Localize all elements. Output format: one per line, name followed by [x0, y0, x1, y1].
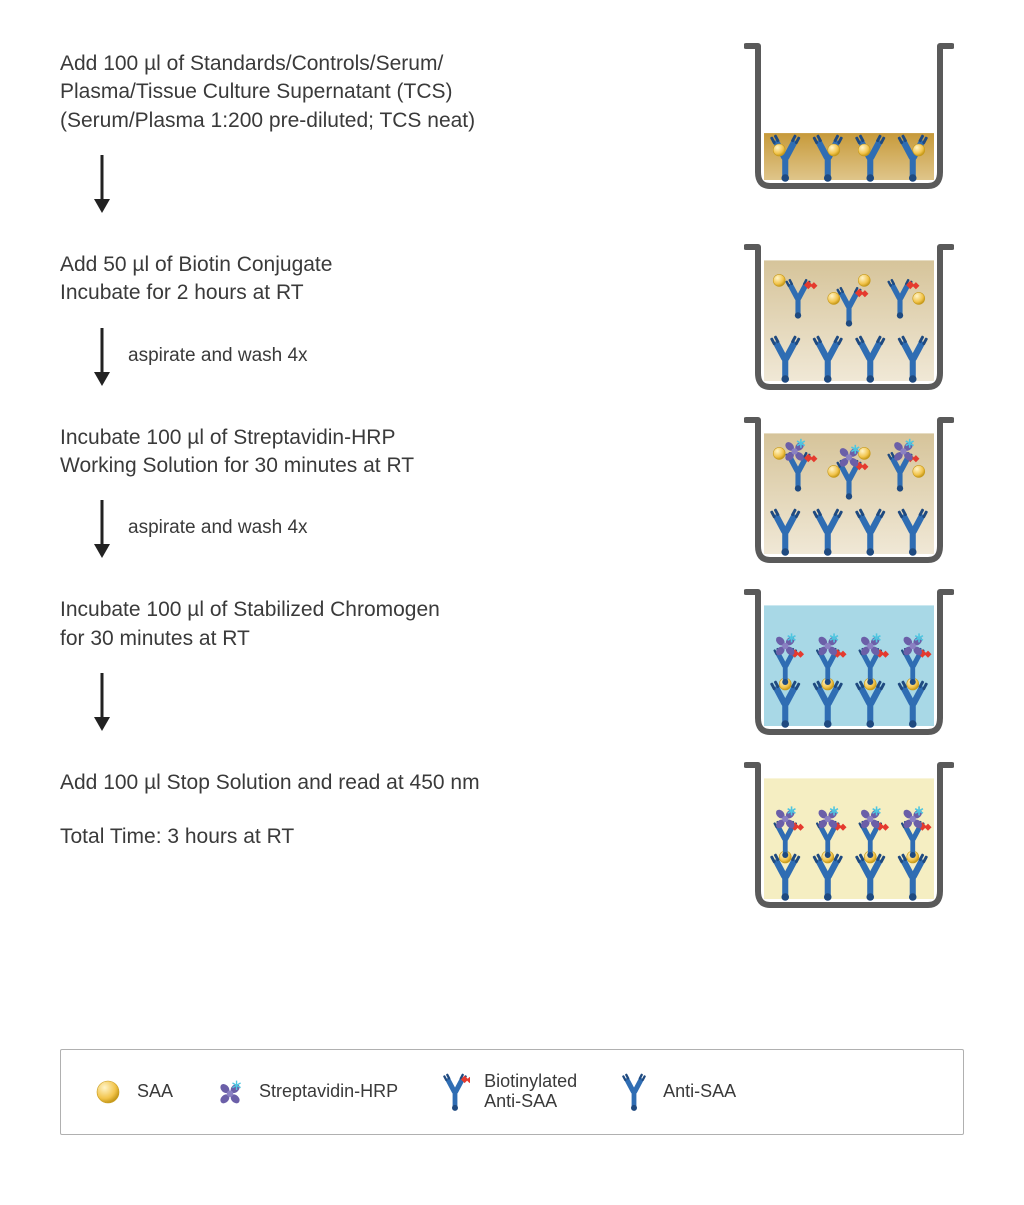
legend-biotin-label: Biotinylated Anti-SAA	[484, 1072, 577, 1112]
step-2: Add 50 µl of Biotin Conjugate Incubate f…	[60, 241, 964, 414]
well-3	[734, 414, 964, 564]
arrow-3-label: aspirate and wash 4x	[128, 517, 308, 539]
total-time: Total Time: 3 hours at RT	[60, 825, 694, 849]
step-3: Incubate 100 µl of Streptavidin-HRP Work…	[60, 414, 964, 587]
arrow-1	[90, 153, 694, 213]
step-1-text: Add 100 µl of Standards/Controls/Serum/ …	[60, 50, 694, 135]
legend-saa: SAA	[91, 1075, 173, 1109]
legend-anti: Anti-SAA	[617, 1075, 736, 1109]
legend-strep-label: Streptavidin-HRP	[259, 1082, 398, 1102]
step-4-text: Incubate 100 µl of Stabilized Chromogen …	[60, 596, 694, 653]
step-5-text: Add 100 µl Stop Solution and read at 450…	[60, 769, 694, 797]
arrow-2-label: aspirate and wash 4x	[128, 345, 308, 367]
arrow-2: aspirate and wash 4x	[90, 326, 694, 386]
step-5: Add 100 µl Stop Solution and read at 450…	[60, 759, 964, 909]
saa-icon	[91, 1075, 125, 1109]
well-2	[734, 241, 964, 391]
protocol-flow: Add 100 µl of Standards/Controls/Serum/ …	[60, 40, 964, 909]
well-5	[734, 759, 964, 909]
legend-box: SAA Streptavidin-HRP Biotinylated Anti-S…	[60, 1049, 964, 1135]
biotinylated-antibody-icon	[438, 1075, 472, 1109]
arrow-3: aspirate and wash 4x	[90, 498, 694, 558]
legend-saa-label: SAA	[137, 1082, 173, 1102]
arrow-4	[90, 671, 694, 731]
step-2-text: Add 50 µl of Biotin Conjugate Incubate f…	[60, 251, 694, 308]
step-3-text: Incubate 100 µl of Streptavidin-HRP Work…	[60, 424, 694, 481]
well-1	[734, 40, 964, 190]
step-4: Incubate 100 µl of Stabilized Chromogen …	[60, 586, 964, 759]
step-1: Add 100 µl of Standards/Controls/Serum/ …	[60, 40, 964, 241]
well-4	[734, 586, 964, 736]
legend-anti-label: Anti-SAA	[663, 1082, 736, 1102]
legend-biotin: Biotinylated Anti-SAA	[438, 1072, 577, 1112]
anti-saa-antibody-icon	[617, 1075, 651, 1109]
legend-strep: Streptavidin-HRP	[213, 1075, 398, 1109]
streptavidin-hrp-icon	[213, 1075, 247, 1109]
